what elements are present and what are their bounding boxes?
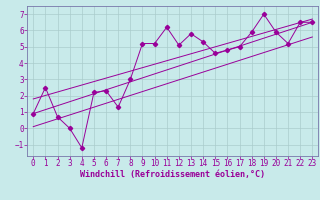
X-axis label: Windchill (Refroidissement éolien,°C): Windchill (Refroidissement éolien,°C) <box>80 170 265 179</box>
